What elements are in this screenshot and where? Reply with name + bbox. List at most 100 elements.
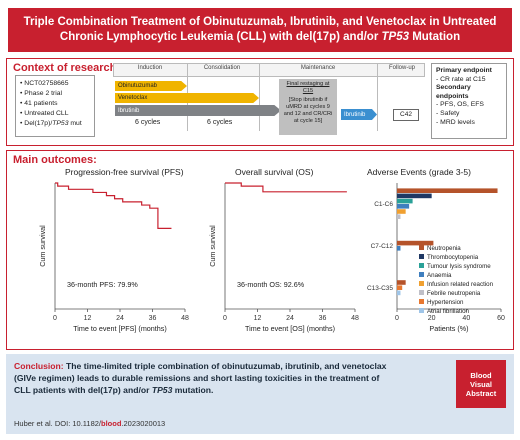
ae-legend-swatch [419,245,424,250]
secondary-endpoint: - PFS, OS, EFS [436,101,484,109]
conclusion-tp53: TP53 [151,385,173,395]
phase-header [113,63,425,77]
primary-endpoint: - CR rate at C15 [436,75,486,83]
ae-bar-neutropenia [397,240,434,246]
ae-bar-febrile-neutropenia [397,214,401,219]
c42-box: C42 [393,109,419,121]
ae-bar-hypertension [397,285,403,290]
title-banner: Triple Combination Treatment of Obinutuz… [8,8,512,52]
os-x-tick-label: 24 [286,315,294,322]
ibrutinib-maintenance-bar: Ibrutinib [341,109,377,120]
ae-bar-infusion-related-reaction [397,209,406,214]
pfs-x-tick-label: 24 [116,315,124,322]
ae-legend-swatch [419,281,424,286]
ae-legend-label: Neutropenia [427,245,461,252]
endpoints-box: Primary endpoint - CR rate at C15 Second… [431,63,507,139]
ae-legend-label: Tumour lysis syndrome [427,263,491,270]
phase-divider [259,63,260,131]
blood-visual-abstract-badge: Blood Visual Abstract [456,360,506,408]
ae-bar-tumour-lysis-syndrome [397,198,413,204]
phase-consolidation: Consolidation [203,65,241,71]
ae-legend-label: Febrile neutropenia [427,290,481,297]
cycles-consolidation: 6 cycles [207,119,233,126]
pfs-survival-line [55,182,172,229]
title-line-2: Chronic Lymphocytic Leukemia (CLL) with … [8,30,512,45]
primary-endpoint-heading: Primary endpoint [436,67,492,74]
mutation-a: Del(17p)/ [24,120,53,127]
ae-x-tick-label: 40 [462,315,470,322]
ae-bar-atrial-fibrillation [397,290,401,296]
ae-legend-label: Atrial fibrillation [427,308,470,315]
fact-item-mutation: Del(17p)/TP53 mut [20,119,90,129]
pfs-x-axis-label: Time to event [PFS] (months) [73,324,167,333]
context-heading: Context of research: [13,62,120,74]
os-title: Overall survival (OS) [235,167,314,177]
ae-legend-label: Thrombocytopenia [427,254,479,261]
pfs-title: Progression-free survival (PFS) [65,167,184,177]
fact-item: NCT02758665 [20,79,90,89]
obinutuzumab-bar: Obinutuzumab [115,81,187,91]
ae-legend-swatch [419,308,424,313]
ae-x-tick-label: 0 [395,315,399,322]
pfs-x-tick-label: 48 [181,315,189,322]
citation: Huber et al. DOI: 10.1182/blood.20230200… [14,419,165,428]
conclusion-line-a: The time-limited triple combination of o… [63,361,387,371]
restaging-title: Final restaging at C15 [286,81,330,94]
citation-a: Huber et al. DOI: 10.1182/ [14,419,101,428]
venetoclax-bar: Venetoclax [115,93,259,103]
secondary-endpoints-heading: Secondary endpoints [436,84,471,100]
os-x-axis-label: Time to event [OS] (months) [245,324,335,333]
context-facts: NCT02758665 Phase 2 trial 41 patients Un… [15,75,95,137]
ae-bar-anaemia [397,204,410,209]
pfs-x-tick-label: 0 [53,315,57,322]
title-line-2-c: Mutation [409,31,461,43]
ae-legend-swatch [419,290,424,295]
badge-line: Visual [470,379,492,389]
ae-legend-label: Hypertension [427,299,464,306]
ae-x-tick-label: 60 [497,315,505,322]
pfs-summary-note: 36-month PFS: 79.9% [67,280,138,289]
phase-followup: Follow-up [388,65,415,71]
mutation-c: mut [68,120,82,127]
restaging-box: Final restaging at C15 [Stop ibrutinib i… [279,79,337,135]
citation-journal: blood [101,419,122,428]
os-summary-note: 36-month OS: 92.6% [237,280,305,289]
ibrutinib-bar: Ibrutinib [115,105,281,116]
ae-legend-swatch [419,263,424,268]
conclusion-line-b: (GIVe regimen) leads to durable remissio… [14,373,380,383]
phase-induction: Induction [137,65,163,71]
ae-title: Adverse Events (grade 3-5) [367,167,471,177]
conclusion-label: Conclusion: [14,361,64,371]
ae-legend-swatch [419,254,424,259]
ae-group-label: C13-C35 [367,285,393,292]
fact-item: 41 patients [20,99,90,109]
outcome-charts: 0 12 24 36 48 Time to event [PFS] (months) Cum… [38,182,505,333]
outcomes-section: Main outcomes: Progression-free survival… [6,150,514,350]
pfs-x-tick-label: 36 [149,315,157,322]
os-x-tick-label: 12 [254,315,262,322]
conclusion-line-d: mutation. [172,385,214,395]
ae-legend-swatch [419,299,424,304]
ae-bar-neutropenia [397,280,406,285]
pfs-y-axis-label: Cum survival [38,225,47,267]
ae-bar-neutropenia [397,188,498,193]
ae-x-tick-label: 20 [428,315,436,322]
badge-line: Abstract [465,388,497,398]
ae-bar-anaemia [397,246,401,251]
os-x-tick-label: 48 [351,315,359,322]
cycles-induction: 6 cycles [135,119,161,126]
conclusion-line-c: CLL patients with del(17p) and/or [14,385,152,395]
os-x-tick-label: 36 [319,315,327,322]
ae-group-label: C7-C12 [371,243,394,250]
pfs-x-tick-label: 12 [84,315,92,322]
secondary-endpoint: - MRD levels [436,118,475,126]
phase-divider [377,63,378,131]
os-y-axis-label: Cum survival [208,225,217,267]
ae-legend-label: Anaemia [427,272,452,279]
ae-group-label: C1-C6 [374,201,393,208]
phase-maintenance: Maintenance [300,65,336,71]
title-line-2-a: Chronic Lymphocytic Leukemia (CLL) with … [59,31,382,43]
os-x-tick-label: 0 [223,315,227,322]
outcomes-heading: Main outcomes: [13,154,97,166]
ae-legend-swatch [419,272,424,277]
